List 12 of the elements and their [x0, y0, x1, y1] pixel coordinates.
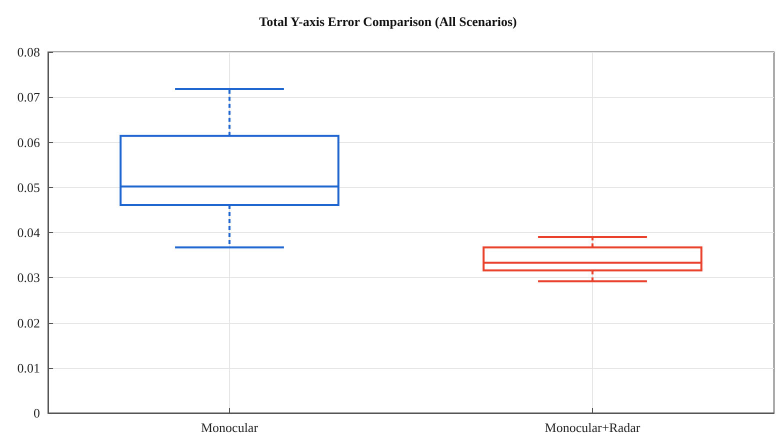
- x-tick-label: Monocular+Radar: [544, 420, 641, 435]
- y-tick-label: 0: [34, 406, 40, 420]
- y-tick-label: 0.02: [17, 315, 40, 330]
- y-tick-label: 0.07: [17, 90, 40, 105]
- y-tick-label: 0.04: [17, 225, 40, 240]
- chart-title: Total Y-axis Error Comparison (All Scenarios): [259, 14, 517, 29]
- y-tick-label: 0.06: [17, 134, 40, 150]
- y-tick-label: 0.05: [17, 180, 40, 195]
- x-tick-label: Monocular: [200, 420, 259, 435]
- y-tick-label: 0.01: [17, 360, 40, 376]
- y-tick-label: 0.08: [17, 44, 40, 60]
- y-tick-label: 0.03: [17, 270, 40, 286]
